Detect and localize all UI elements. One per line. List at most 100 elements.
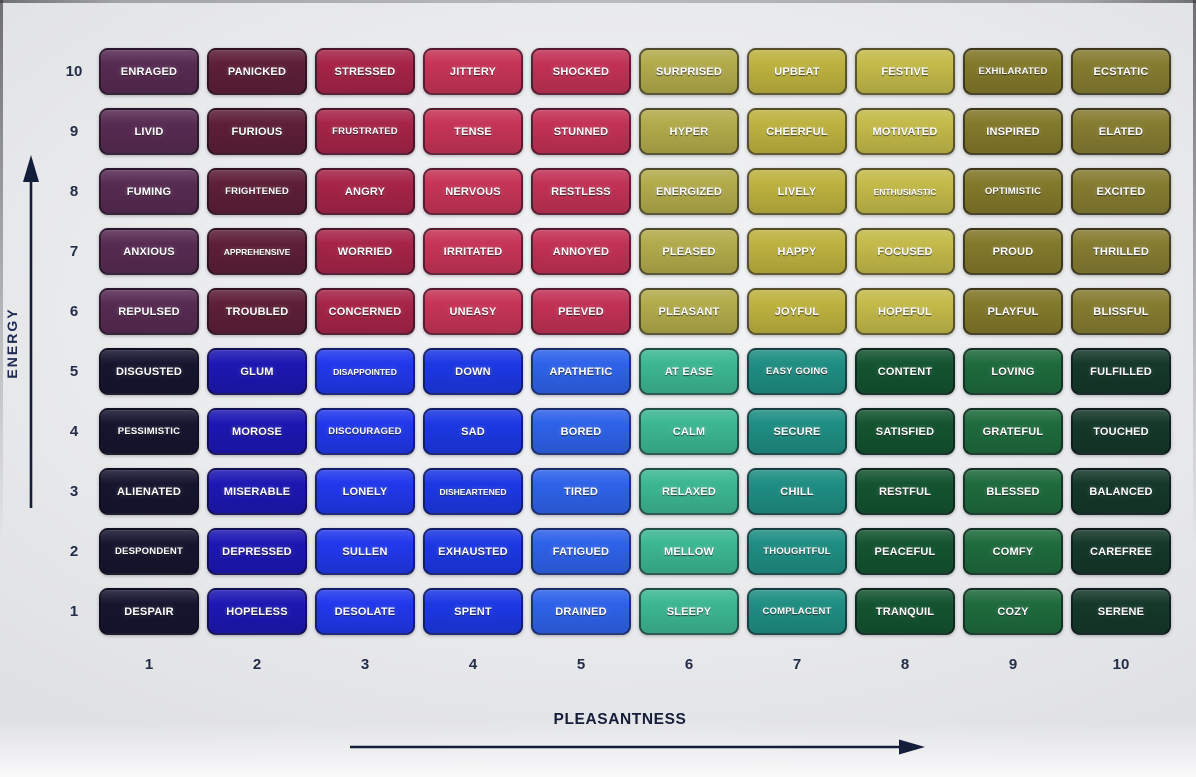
cell-label: SATISFIED	[875, 425, 935, 438]
x-tick-2: 2	[252, 656, 262, 673]
cell-label: NERVOUS	[445, 185, 501, 198]
cell-label: FATIGUED	[552, 545, 610, 558]
cell-label: EASY GOING	[765, 366, 828, 377]
x-tick-7: 7	[792, 656, 802, 673]
right-edge-divider	[1193, 0, 1196, 544]
cell-fulfilled: FULFILLED	[1071, 348, 1171, 395]
cell-stressed: STRESSED	[315, 48, 415, 95]
cell-label: PEEVED	[558, 305, 604, 318]
cell-label: JITTERY	[449, 65, 497, 78]
y-axis-ticks: 10 9 8 7 6 5 4 3 2 1	[55, 48, 93, 648]
left-edge-divider	[0, 0, 3, 544]
cell-peeved: PEEVED	[531, 288, 631, 335]
x-tick-4: 4	[468, 656, 478, 673]
cell-grateful: GRATEFUL	[963, 408, 1063, 455]
cell-livid: LIVID	[99, 108, 199, 155]
cell-discouraged: DISCOURAGED	[315, 408, 415, 455]
cell-label: SULLEN	[342, 545, 388, 558]
cell-pleasant: PLEASANT	[639, 288, 739, 335]
cell-angry: ANGRY	[315, 168, 415, 215]
cell-label: EXHAUSTED	[438, 545, 508, 558]
cell-label: LOVING	[991, 365, 1035, 378]
cell-thoughtful: THOUGHTFUL	[747, 528, 847, 575]
cell-label: JOYFUL	[774, 305, 820, 318]
cell-morose: MOROSE	[207, 408, 307, 455]
cell-disgusted: DISGUSTED	[99, 348, 199, 395]
y-tick-2: 2	[69, 543, 79, 560]
cell-label: PLEASED	[662, 245, 716, 258]
cell-label: APATHETIC	[549, 365, 613, 378]
x-tick-3: 3	[360, 656, 370, 673]
cell-label: HAPPY	[777, 245, 817, 258]
cell-label: EXHILARATED	[978, 66, 1048, 77]
x-tick-6: 6	[684, 656, 694, 673]
cell-ecstatic: ECSTATIC	[1071, 48, 1171, 95]
cell-blessed: BLESSED	[963, 468, 1063, 515]
cell-label: REPULSED	[118, 305, 180, 318]
cell-label: LIVELY	[777, 185, 817, 198]
cell-relaxed: RELAXED	[639, 468, 739, 515]
cell-label: BALANCED	[1089, 485, 1153, 498]
cell-label: UPBEAT	[774, 65, 820, 78]
cell-depressed: DEPRESSED	[207, 528, 307, 575]
cell-label: SPENT	[454, 605, 492, 618]
cell-label: TRANQUIL	[875, 605, 935, 618]
cell-label: RESTLESS	[551, 185, 611, 198]
cell-label: CHILL	[780, 485, 814, 498]
cell-joyful: JOYFUL	[747, 288, 847, 335]
cell-label: BLISSFUL	[1093, 305, 1149, 318]
x-axis-ticks: 1 2 3 4 5 6 7 8 9 10	[99, 656, 1171, 673]
cell-label: FUMING	[126, 185, 172, 198]
cell-pessimistic: PESSIMISTIC	[99, 408, 199, 455]
cell-jittery: JITTERY	[423, 48, 523, 95]
cell-calm: CALM	[639, 408, 739, 455]
cell-label: HOPELESS	[226, 605, 288, 618]
cell-label: TIRED	[564, 485, 598, 498]
cell-label: GLUM	[240, 365, 274, 378]
cell-glum: GLUM	[207, 348, 307, 395]
cell-exhausted: EXHAUSTED	[423, 528, 523, 575]
cell-label: PESSIMISTIC	[117, 426, 181, 437]
cell-label: SLEEPY	[666, 605, 712, 618]
cell-surprised: SURPRISED	[639, 48, 739, 95]
cell-spent: SPENT	[423, 588, 523, 635]
y-tick-4: 4	[69, 423, 79, 440]
cell-repulsed: REPULSED	[99, 288, 199, 335]
cell-tranquil: TRANQUIL	[855, 588, 955, 635]
cell-label: INSPIRED	[986, 125, 1040, 138]
cell-tense: TENSE	[423, 108, 523, 155]
cell-loving: LOVING	[963, 348, 1063, 395]
cell-label: HOPEFUL	[878, 305, 932, 318]
cell-fuming: FUMING	[99, 168, 199, 215]
cell-label: MOTIVATED	[872, 125, 938, 138]
cell-label: ENTHUSIASTIC	[873, 186, 937, 197]
cell-restful: RESTFUL	[855, 468, 955, 515]
cell-label: OPTIMISTIC	[984, 186, 1042, 197]
cell-comfy: COMFY	[963, 528, 1063, 575]
cell-label: WORRIED	[337, 245, 393, 258]
cell-frustrated: FRUSTRATED	[315, 108, 415, 155]
y-tick-3: 3	[69, 483, 79, 500]
cell-hopeful: HOPEFUL	[855, 288, 955, 335]
cell-label: SHOCKED	[552, 65, 610, 78]
y-tick-10: 10	[65, 63, 83, 80]
x-tick-10: 10	[1112, 656, 1130, 673]
y-tick-5: 5	[69, 363, 79, 380]
cell-label: FESTIVE	[881, 65, 929, 78]
cell-label: RESTFUL	[878, 485, 932, 498]
mood-grid: ENRAGED PANICKED STRESSED JITTERY SHOCKED SUR…	[99, 48, 1171, 635]
cell-label: GRATEFUL	[982, 425, 1044, 438]
y-tick-1: 1	[69, 603, 79, 620]
cell-complacent: COMPLACENT	[747, 588, 847, 635]
cell-motivated: MOTIVATED	[855, 108, 955, 155]
cell-elated: ELATED	[1071, 108, 1171, 155]
cell-label: MOROSE	[231, 425, 283, 438]
cell-label: TOUCHED	[1093, 425, 1149, 438]
cell-cozy: COZY	[963, 588, 1063, 635]
cell-hyper: HYPER	[639, 108, 739, 155]
x-tick-9: 9	[1008, 656, 1018, 673]
cell-excited: EXCITED	[1071, 168, 1171, 215]
cell-label: STRESSED	[334, 65, 396, 78]
cell-sullen: SULLEN	[315, 528, 415, 575]
cell-label: PLAYFUL	[987, 305, 1039, 318]
